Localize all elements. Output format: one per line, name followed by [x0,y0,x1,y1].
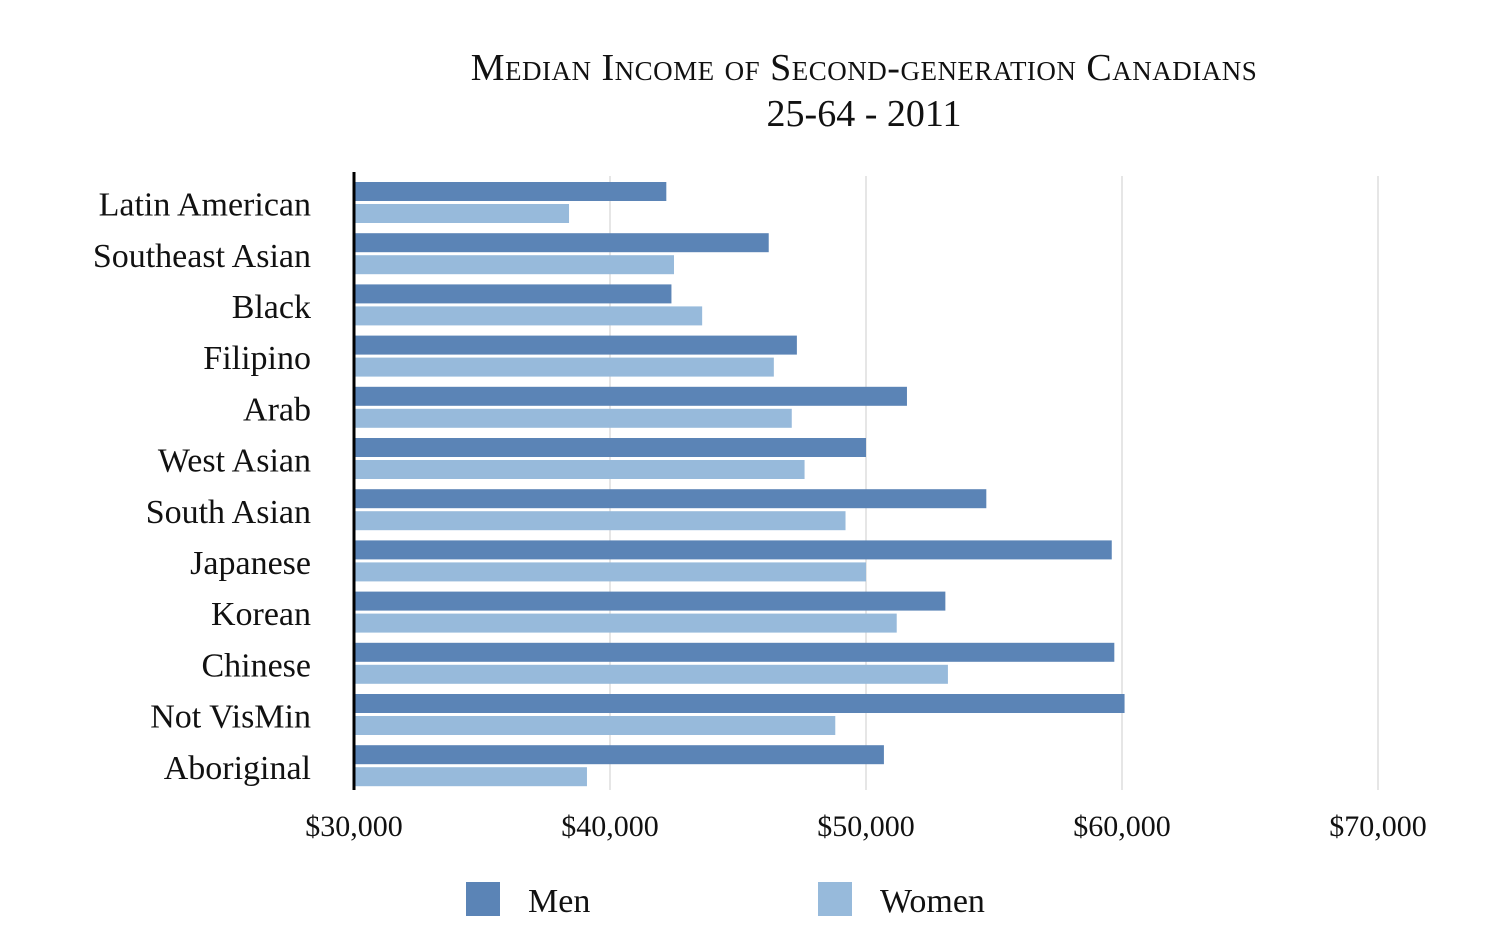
chart-title-group: Median Income of Second-generation Canad… [471,47,1258,135]
legend-swatch-men [466,882,500,916]
category-label: Not VisMin [150,699,311,736]
category-label: Arab [243,391,311,428]
x-tick-labels: $30,000 $40,000 $50,000 $60,000 $70,000 [305,810,1427,843]
legend-label-women: Women [880,883,985,920]
bar-women-arab [354,408,792,428]
x-tick-label: $50,000 [817,810,915,843]
bar-layer [354,182,1125,787]
category-label: Latin American [99,187,311,224]
legend-label-men: Men [528,883,590,920]
bar-men-not-vismin [354,694,1125,713]
category-label: Korean [211,596,311,633]
category-label: Aboriginal [164,750,311,787]
bar-women-latin-american [354,204,570,223]
category-label: Japanese [190,545,311,582]
bar-women-japanese [354,562,866,582]
x-tick-label: $60,000 [1073,810,1171,843]
bar-men-black [354,284,672,304]
category-label: West Asian [158,443,311,480]
category-label: Southeast Asian [93,238,311,275]
category-label: Filipino [203,340,311,377]
grid-layer [609,176,1379,790]
bar-women-south-asian [354,511,846,531]
x-tick-label: $40,000 [561,810,659,843]
legend-swatch-women [818,882,852,916]
bar-women-west-asian [354,460,805,479]
category-label: South Asian [146,494,311,531]
chart-subtitle: 25-64 - 2011 [767,93,962,135]
legend: Men Women [466,882,985,920]
bar-men-arab [354,386,907,406]
bar-men-aboriginal [354,745,884,765]
x-tick-label: $30,000 [305,810,403,843]
bar-men-korean [354,591,946,611]
bar-women-aboriginal [354,767,587,787]
bar-men-filipino [354,335,797,355]
bar-men-japanese [354,540,1112,560]
category-label: Black [232,289,311,326]
chart-title: Median Income of Second-generation Canad… [471,47,1258,89]
bar-men-west-asian [354,438,866,457]
bar-women-korean [354,613,897,633]
bar-women-not-vismin [354,716,836,735]
bar-men-latin-american [354,182,667,201]
bar-women-southeast-asian [354,255,674,275]
bar-men-southeast-asian [354,233,769,253]
bar-men-chinese [354,642,1115,662]
bar-women-black [354,306,703,326]
category-labels: Latin American Southeast Asian Black Filipi… [93,187,311,787]
bar-women-filipino [354,357,774,377]
category-label: Chinese [201,647,311,684]
bar-men-south-asian [354,489,987,509]
bar-women-chinese [354,664,948,684]
x-tick-label: $70,000 [1329,810,1427,843]
